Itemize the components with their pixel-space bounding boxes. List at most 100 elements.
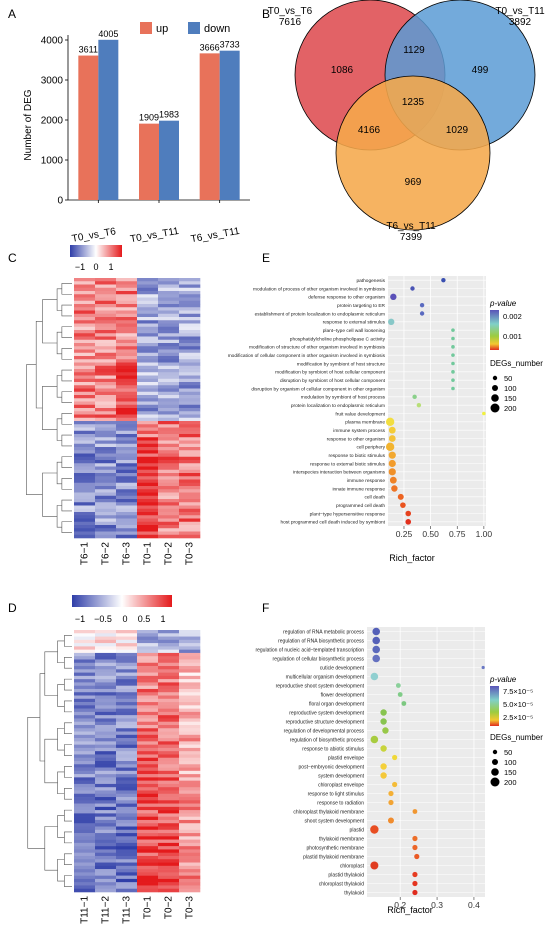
heatmap-cell — [179, 495, 201, 500]
dot-point — [412, 871, 418, 878]
panel-letter-e: E — [262, 251, 270, 265]
heatmap-cell — [74, 790, 96, 795]
heatmap-cell — [158, 836, 180, 840]
heatmap-cell — [74, 486, 96, 490]
term-label: chloroplast — [340, 863, 365, 869]
dot-point — [401, 701, 407, 706]
heatmap-cell — [116, 705, 138, 709]
heatmap-cell — [74, 672, 96, 677]
heatmap-cell — [158, 728, 180, 732]
heatmap-cell — [137, 682, 159, 686]
size-legend-label: 200 — [504, 404, 517, 413]
heatmap-cell — [158, 323, 180, 328]
heatmap-cell — [95, 313, 117, 318]
heatmap-cell — [179, 724, 201, 729]
heatmap-cell — [116, 463, 138, 467]
heatmap-cell — [95, 430, 117, 435]
term-label: thylakoid — [344, 890, 364, 896]
heatmap-cell — [158, 761, 180, 765]
heatmap-cell — [137, 633, 159, 637]
heatmap-cell — [179, 810, 201, 814]
heatmap-cell — [137, 365, 159, 370]
venn-total-t6-vs-t11: 7399 — [400, 232, 423, 243]
heatmap-cell — [137, 885, 159, 890]
heatmap-cell — [137, 385, 159, 389]
heatmap-cell — [179, 643, 201, 647]
dot-point — [397, 692, 403, 697]
heatmap-cell — [116, 842, 138, 847]
panel-a-ytick-label: 1000 — [41, 156, 64, 167]
heatmap-cell — [179, 869, 201, 873]
heatmap-cell — [137, 378, 159, 383]
heatmap-cell — [95, 872, 117, 876]
heatmap-cell — [95, 482, 117, 487]
heatmap-cell — [116, 731, 138, 736]
heatmap-cell — [158, 424, 180, 428]
heatmap-cell — [137, 675, 159, 680]
heatmap-cell — [74, 411, 96, 415]
heatmap-cell — [116, 469, 138, 474]
heatmap-cell — [179, 708, 201, 713]
heatmap-cell — [179, 528, 201, 532]
heatmap-cell — [137, 346, 159, 350]
heatmap-cell — [116, 352, 138, 357]
heatmap-column-label: T6−2 — [101, 542, 112, 566]
heatmap-cell — [95, 343, 117, 347]
heatmap-cell — [116, 365, 138, 370]
heatmap-cell — [158, 685, 180, 690]
heatmap-cell — [137, 764, 159, 768]
dendrogram-branch — [57, 684, 65, 707]
heatmap-cell — [116, 698, 138, 703]
heatmap-cell — [158, 330, 180, 334]
heatmap-cell — [95, 525, 117, 529]
heatmap-cell — [158, 512, 180, 516]
size-legend-label: 100 — [504, 758, 517, 767]
heatmap-cell — [158, 359, 180, 363]
heatmap-cell — [116, 473, 138, 477]
heatmap-cell — [179, 369, 201, 373]
heatmap-cell — [179, 521, 201, 526]
heatmap-cell — [158, 411, 180, 415]
heatmap-cell — [74, 865, 96, 870]
heatmap-cell — [137, 502, 159, 506]
heatmap-cell — [116, 695, 138, 700]
heatmap-cell — [95, 421, 117, 425]
heatmap-cell — [116, 685, 138, 690]
panel-b-venn: T0_vs_T6 7616 T0_vs_T11 3892 T6_vs_T11 7… — [268, 0, 545, 243]
heatmap-cell — [95, 375, 117, 380]
heatmap-cell — [95, 813, 117, 817]
heatmap-cell — [95, 499, 117, 503]
dendrogram-branch — [64, 656, 72, 669]
heatmap-cell — [95, 339, 117, 344]
panel-e-plot: pathogenesis modulation of process of oth… — [228, 276, 492, 539]
heatmap-cell — [179, 300, 201, 305]
heatmap-cell — [116, 346, 138, 350]
heatmap-cell — [158, 659, 180, 664]
heatmap-cell — [158, 307, 180, 311]
heatmap-cell — [158, 534, 180, 539]
heatmap-cell — [95, 469, 117, 474]
heatmap-cell — [95, 378, 117, 383]
panel-d-scale-tick: 0 — [122, 614, 127, 624]
heatmap-cell — [95, 849, 117, 853]
heatmap-cell — [95, 326, 117, 331]
dendrogram-branch — [56, 288, 62, 311]
heatmap-cell — [179, 388, 201, 393]
heatmap-cell — [137, 369, 159, 373]
heatmap-cell — [116, 734, 138, 739]
heatmap-cell — [74, 356, 96, 360]
heatmap-cell — [95, 512, 117, 516]
term-label: modification of structure of other organ… — [249, 345, 386, 351]
heatmap-cell — [179, 829, 201, 834]
heatmap-cell — [74, 842, 96, 847]
heatmap-cell — [74, 633, 96, 637]
heatmap-cell — [137, 508, 159, 513]
heatmap-cell — [74, 823, 96, 827]
heatmap-cell — [74, 675, 96, 680]
heatmap-cell — [158, 672, 180, 677]
panel-a-ytick-label: 4000 — [41, 36, 64, 47]
heatmap-cell — [179, 365, 201, 370]
heatmap-cell — [137, 639, 159, 644]
heatmap-cell — [137, 408, 159, 412]
heatmap-cell — [179, 885, 201, 890]
